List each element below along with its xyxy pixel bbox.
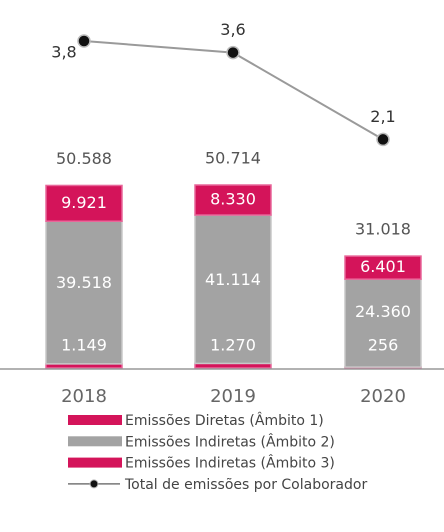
legend-label: Emissões Diretas (Âmbito 1) <box>125 411 324 429</box>
bar-segment <box>194 214 272 365</box>
bar-segment <box>45 184 123 223</box>
line-marker <box>226 45 240 60</box>
value-label: 24.360 <box>355 302 411 321</box>
line-label: 3,6 <box>220 20 245 39</box>
x-tick-label: 2019 <box>210 386 256 407</box>
legend-marker <box>89 479 99 489</box>
legend-label: Total de emissões por Colaborador <box>124 477 367 493</box>
value-label: 256 <box>368 336 399 355</box>
bar-segment <box>194 184 272 216</box>
value-label: 6.401 <box>360 257 406 276</box>
legend-swatch <box>68 436 122 447</box>
value-label: 41.114 <box>205 270 261 289</box>
value-label: 8.330 <box>210 190 256 209</box>
line-label: 3,8 <box>51 43 76 62</box>
value-label: 39.518 <box>56 273 112 292</box>
value-label: 1.149 <box>61 336 107 355</box>
legend-label: Emissões Indiretas (Âmbito 2) <box>125 432 335 450</box>
bar-segment <box>344 255 422 280</box>
bar-segment <box>45 220 123 365</box>
x-tick-label: 2020 <box>360 386 406 407</box>
value-label: 9.921 <box>61 193 107 212</box>
value-label: 1.270 <box>210 336 256 355</box>
total-label: 50.588 <box>56 149 112 168</box>
line-marker <box>77 34 91 48</box>
legend-label: Emissões Indiretas (Âmbito 3) <box>125 454 335 472</box>
total-label: 31.018 <box>355 220 411 239</box>
x-tick-label: 2018 <box>61 386 107 407</box>
legend-swatch <box>68 415 122 425</box>
legend-swatch <box>68 457 122 468</box>
line-marker <box>376 132 390 147</box>
total-label: 50.714 <box>205 149 261 168</box>
line-label: 2,1 <box>370 107 395 126</box>
